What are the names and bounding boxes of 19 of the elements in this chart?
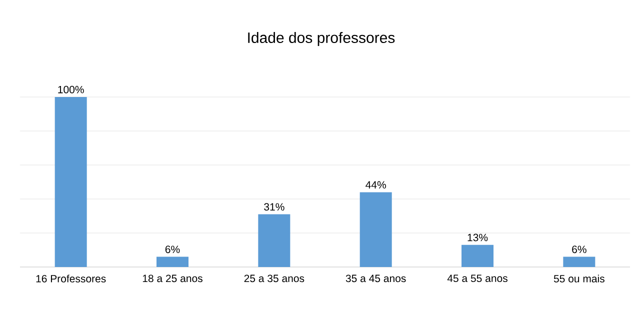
bar: [258, 214, 290, 267]
data-label: 44%: [366, 181, 386, 188]
bar: [563, 256, 596, 267]
data-label: 100%: [58, 86, 84, 94]
x-tick-label: 35 a 45 anos: [346, 274, 406, 282]
x-tick-label: 16 Professores: [36, 274, 106, 282]
chart-title: Idade dos professores: [248, 32, 395, 46]
x-tick-label: 45 a 55 anos: [447, 274, 508, 282]
data-label: 13%: [468, 234, 488, 242]
data-label: 6%: [572, 246, 586, 254]
x-tick-label: 25 a 35 anos: [244, 274, 304, 282]
bar: [360, 192, 392, 267]
bar: [54, 96, 87, 267]
data-label: 31%: [264, 203, 284, 211]
bar: [462, 244, 494, 267]
data-label: 6%: [165, 246, 180, 254]
bar: [156, 256, 189, 267]
x-tick-label: 18 a 25 anos: [142, 274, 202, 282]
x-tick-label: 55 ou mais: [554, 274, 604, 282]
